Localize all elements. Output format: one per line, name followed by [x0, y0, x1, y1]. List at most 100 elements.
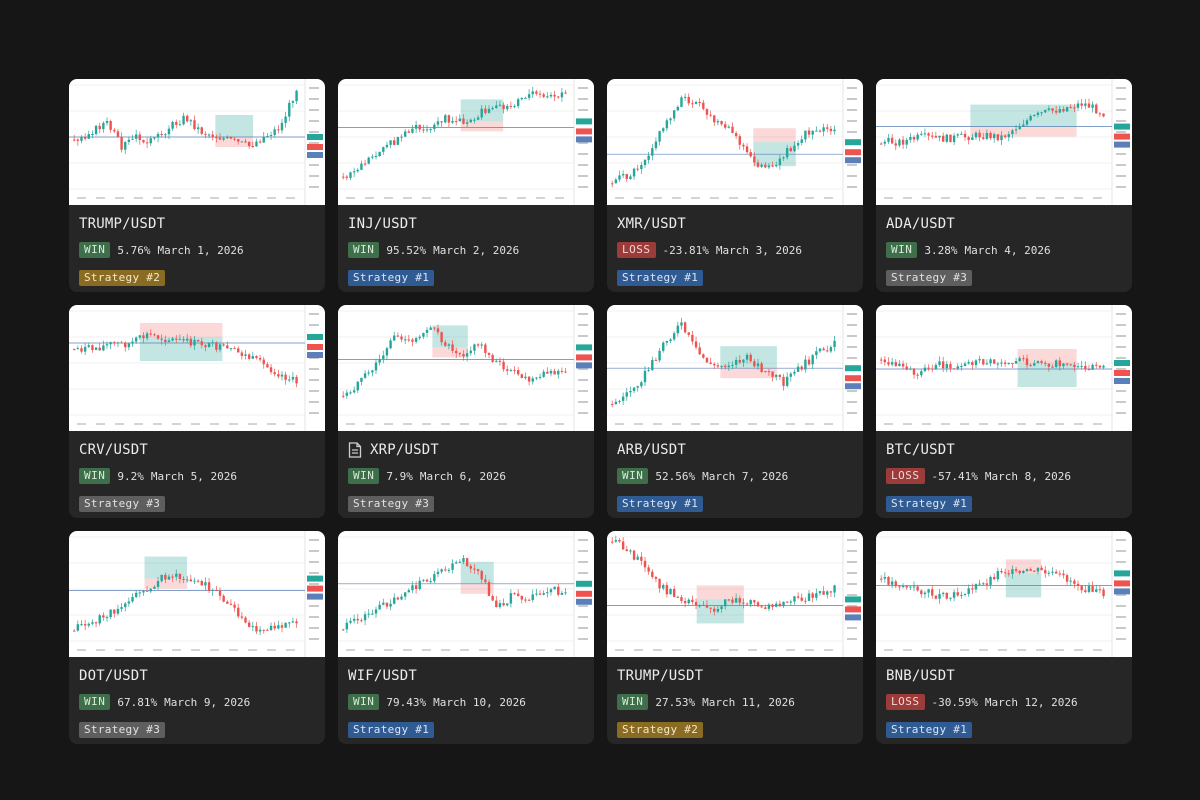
candle	[222, 595, 225, 602]
candle	[989, 132, 992, 139]
candle	[815, 351, 818, 356]
strategy-tag[interactable]: Strategy #2	[617, 722, 704, 738]
price-label	[576, 580, 592, 587]
candle	[153, 586, 156, 589]
candle	[618, 175, 621, 180]
candle	[175, 573, 178, 577]
candle	[894, 362, 897, 367]
trade-card[interactable]: INJ/USDT WIN 95.52% March 2, 2026 Strate…	[338, 79, 594, 292]
candle	[109, 342, 112, 345]
candle	[651, 359, 654, 371]
candle	[440, 569, 443, 572]
candle	[1062, 573, 1065, 576]
candle	[516, 370, 520, 375]
candle	[382, 355, 385, 359]
candle	[189, 338, 193, 346]
candle	[164, 574, 167, 580]
strategy-tag[interactable]: Strategy #3	[79, 496, 166, 512]
candle	[1076, 103, 1080, 108]
price-tick	[1116, 164, 1126, 166]
price-tick	[1116, 412, 1126, 414]
candle	[389, 340, 392, 349]
strategy-tag[interactable]: Strategy #3	[348, 496, 435, 512]
price-tick	[1116, 401, 1126, 403]
candle	[978, 132, 981, 138]
trade-card[interactable]: CRV/USDT WIN 9.2% March 5, 2026 Strategy…	[69, 305, 325, 518]
candle	[822, 591, 825, 595]
candle	[658, 350, 661, 361]
candle	[632, 387, 636, 392]
time-tick	[536, 649, 545, 651]
trade-card[interactable]: ADA/USDT WIN 3.28% March 4, 2026 Strateg…	[876, 79, 1132, 292]
strategy-tag[interactable]: Strategy #2	[79, 270, 166, 286]
trade-card[interactable]: TRUMP/USDT WIN 27.53% March 11, 2026 Str…	[607, 531, 863, 744]
candle	[218, 137, 222, 140]
candle	[916, 586, 919, 591]
price-tick	[1116, 357, 1126, 359]
candle	[120, 342, 123, 344]
trade-card[interactable]: DOT/USDT WIN 67.81% March 9, 2026 Strate…	[69, 531, 325, 744]
price-tick	[309, 175, 319, 177]
candle	[462, 354, 465, 357]
trade-card[interactable]: BNB/USDT LOSS -30.59% March 12, 2026 Str…	[876, 531, 1132, 744]
candle	[447, 115, 451, 123]
trade-card[interactable]: XMR/USDT LOSS -23.81% March 3, 2026 Stra…	[607, 79, 863, 292]
candle	[749, 354, 752, 362]
candle	[560, 92, 564, 98]
candle	[138, 592, 142, 594]
candle	[691, 103, 694, 105]
candle	[738, 598, 741, 603]
candle	[1069, 580, 1072, 582]
time-tick	[134, 197, 143, 199]
strategy-tag[interactable]: Strategy #1	[348, 722, 435, 738]
time-tick	[922, 423, 931, 425]
candle	[993, 134, 996, 139]
candle	[760, 164, 763, 167]
time-tick	[365, 423, 374, 425]
time-tick	[672, 197, 681, 199]
price-tick	[309, 390, 319, 392]
strategy-tag[interactable]: Strategy #1	[617, 496, 704, 512]
time-tick	[1055, 649, 1064, 651]
strategy-tag[interactable]: Strategy #1	[348, 270, 435, 286]
trade-card[interactable]: XRP/USDT WIN 7.9% March 6, 2026 Strategy…	[338, 305, 594, 518]
stop-loss-zone	[460, 121, 504, 132]
candle	[1069, 364, 1072, 366]
candle	[934, 595, 938, 599]
candle	[625, 174, 628, 179]
candle	[945, 134, 949, 142]
trade-card[interactable]: WIF/USDT WIN 79.43% March 10, 2026 Strat…	[338, 531, 594, 744]
candle	[811, 593, 814, 598]
strategy-tag[interactable]: Strategy #3	[886, 270, 973, 286]
time-tick	[653, 649, 662, 651]
trade-percent: 3.28%	[924, 243, 958, 257]
strategy-tag[interactable]: Strategy #1	[617, 270, 704, 286]
candle	[880, 359, 883, 361]
candle	[186, 338, 189, 341]
trade-card[interactable]: BTC/USDT LOSS -57.41% March 8, 2026 Stra…	[876, 305, 1132, 518]
candle	[662, 585, 665, 589]
result-badge: WIN	[617, 468, 649, 484]
trade-card[interactable]: ARB/USDT WIN 52.56% March 7, 2026 Strate…	[607, 305, 863, 518]
strategy-tag[interactable]: Strategy #1	[886, 722, 973, 738]
strategy-tag[interactable]: Strategy #1	[886, 496, 973, 512]
candle	[189, 120, 193, 122]
price-tick	[578, 335, 588, 337]
trade-pair: TRUMP/USDT	[617, 668, 704, 684]
candle	[767, 371, 771, 373]
candle	[826, 127, 829, 129]
document-icon[interactable]	[348, 442, 362, 458]
candle	[80, 348, 83, 352]
candle	[175, 338, 178, 340]
candle	[476, 569, 480, 572]
strategy-tag[interactable]: Strategy #3	[79, 722, 166, 738]
candle	[207, 134, 211, 136]
price-tick	[847, 335, 857, 337]
candle	[916, 374, 919, 376]
price-tick	[1116, 390, 1126, 392]
trade-card[interactable]: TRUMP/USDT WIN 5.76% March 1, 2026 Strat…	[69, 79, 325, 292]
candle	[724, 599, 727, 607]
candle	[229, 136, 233, 139]
price-tick	[1116, 313, 1126, 315]
price-tick	[847, 605, 857, 607]
